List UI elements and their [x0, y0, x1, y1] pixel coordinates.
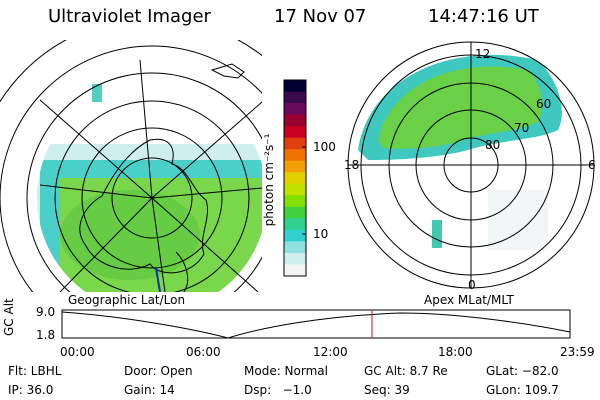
mlt-label-0: 0 [468, 278, 476, 292]
continent-coastline [79, 138, 208, 274]
dsp-info: Dsp: −1.0 [244, 383, 312, 397]
emission-spot [432, 220, 442, 248]
geographic-image-panel [0, 40, 262, 292]
gain-info: Gain: 14 [124, 383, 175, 397]
mlat-label-60: 60 [536, 97, 551, 111]
ip-info: IP: 36.0 [8, 383, 54, 397]
geographic-caption: Geographic Lat/Lon [68, 293, 186, 307]
mlat-label-80: 80 [485, 138, 500, 152]
seq-info: Seq: 39 [364, 383, 410, 397]
date-label: 17 Nov 07 [274, 6, 367, 27]
glat-info: GLat: −82.0 [486, 364, 559, 378]
timeline-ymin-label: 1.8 [36, 328, 56, 342]
colorbar-swatch [284, 241, 306, 254]
glon-info: GLon: 109.7 [486, 383, 559, 397]
colorbar-swatch [284, 206, 306, 219]
colorbar-swatch [284, 160, 306, 173]
colorbar-swatch [284, 195, 306, 208]
colorbar-swatch [284, 218, 306, 231]
gc-alt-info: GC Alt: 8.7 Re [364, 364, 448, 378]
colorbar-swatch [284, 183, 306, 196]
mlt-label-6: 6 [588, 158, 596, 172]
magnetic-image-panel: 12 18 6 0 60 70 80 [344, 41, 596, 292]
colorbar-swatch [284, 126, 306, 139]
time-label: 14:47:16 UT [428, 6, 539, 27]
coastline-fragment [175, 251, 189, 292]
timeline-xtick-1200: 12:00 [313, 345, 348, 359]
colorbar-swatch [284, 103, 306, 116]
meridian-highlight [155, 267, 161, 292]
timeline-xtick-0000: 00:00 [60, 345, 95, 359]
mlt-lines [348, 42, 594, 288]
colorbar-swatch [284, 229, 306, 242]
colorbar-unit-label: photon cm⁻²s⁻¹ [262, 133, 276, 226]
timeline-frame [61, 309, 571, 339]
timeline-xtick-2359: 23:59 [560, 345, 595, 359]
colorbar-tick-label-100: 100 [313, 140, 336, 154]
timeline-ymax-label: 9.0 [36, 305, 56, 319]
instrument-title: Ultraviolet Imager [48, 6, 211, 27]
mode-info: Mode: Normal [244, 364, 328, 378]
colorbar-swatch [284, 172, 306, 185]
colorbar-tick-label-10: 10 [313, 227, 329, 241]
mlat-label-70: 70 [514, 121, 529, 135]
timeline-ylabel: GC Alt [2, 298, 16, 336]
timeline-xtick-0600: 06:00 [186, 345, 221, 359]
door-info: Door: Open [124, 364, 193, 378]
magnetic-caption: Apex MLat/MLT [424, 293, 514, 307]
longitude-lines [39, 59, 262, 292]
landmass-outline [210, 63, 245, 79]
filter-info: Flt: LBHL [8, 364, 62, 378]
faint-emission [488, 190, 548, 250]
emission-spot [92, 84, 102, 102]
colorbar-swatch [284, 252, 306, 265]
colorbar-swatch [284, 149, 306, 162]
colorbar-swatch [284, 80, 306, 93]
altitude-curve [61, 311, 571, 339]
colorbar-frame [283, 79, 307, 277]
colorbar-swatch [284, 137, 306, 150]
colorbar-swatch [284, 264, 306, 277]
colorbar: photon cm⁻²s⁻¹ [262, 79, 307, 277]
oval-core [378, 66, 543, 149]
colorbar-swatch [284, 114, 306, 127]
colorbar-swatch [284, 91, 306, 104]
orbit-timeline [61, 309, 571, 339]
mlt-label-12: 12 [475, 47, 490, 61]
latitude-circles [0, 40, 262, 292]
mlt-label-18: 18 [344, 158, 359, 172]
timeline-xtick-1800: 18:00 [438, 345, 473, 359]
